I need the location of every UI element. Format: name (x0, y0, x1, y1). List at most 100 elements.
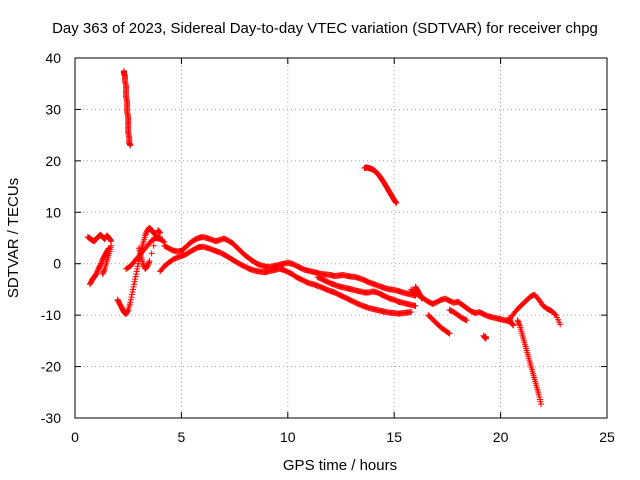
series-main-lower (157, 243, 415, 317)
data-point (393, 200, 400, 207)
x-tick-label: 10 (280, 429, 296, 445)
data-point (124, 308, 131, 315)
data-point (133, 268, 140, 275)
data-point (108, 242, 115, 249)
data-point (98, 260, 105, 267)
data-point (142, 231, 149, 238)
data-point (127, 299, 134, 306)
y-tick-label: 10 (45, 204, 61, 220)
data-point (131, 281, 138, 288)
y-tick-label: -20 (41, 359, 61, 375)
y-axis-label: SDTVAR / TECUs (5, 178, 22, 298)
grid-lines (75, 58, 607, 418)
data-point (408, 309, 415, 316)
data-point (392, 199, 399, 206)
data-point (145, 260, 152, 267)
series-early-left-a (84, 231, 115, 245)
series-dive (514, 317, 545, 408)
data-point (127, 296, 134, 303)
data-point (463, 317, 470, 324)
data-point (482, 333, 489, 340)
data-point (509, 321, 516, 328)
data-point (148, 250, 155, 257)
data-point (93, 269, 100, 276)
y-tick-label: 20 (45, 153, 61, 169)
series-branch-down (425, 312, 453, 337)
data-points (84, 67, 564, 408)
data-point (132, 276, 139, 283)
data-point (144, 263, 151, 270)
data-point (93, 271, 100, 277)
data-point (156, 229, 163, 236)
series-main-mid (314, 274, 419, 309)
data-point (129, 286, 136, 293)
x-tick-label: 20 (493, 429, 509, 445)
data-point (133, 271, 140, 277)
series-spike (120, 67, 134, 149)
data-point (128, 294, 135, 301)
series-early-left-c (99, 242, 115, 277)
data-point (101, 267, 108, 274)
data-point (157, 229, 164, 236)
data-point (538, 401, 545, 408)
data-point (445, 329, 452, 336)
data-point (150, 242, 157, 249)
series-late-cluster (408, 286, 513, 325)
axis-ticks: 0 5 10 15 20 25 -30 -20 -10 0 10 20 30 40 (41, 50, 615, 445)
data-point (557, 321, 564, 328)
data-point (97, 261, 104, 268)
data-point (128, 291, 135, 298)
data-point (146, 258, 153, 265)
data-point (99, 271, 106, 277)
series-arc-18-12 (361, 164, 400, 207)
data-point (142, 232, 149, 239)
series-main-upper (161, 233, 419, 299)
x-tick-label: 15 (386, 429, 402, 445)
data-point (143, 229, 150, 236)
y-tick-label: -30 (41, 410, 61, 426)
series-points-20-5 (506, 314, 517, 329)
y-tick-label: 40 (45, 50, 61, 66)
data-point (131, 278, 138, 285)
data-point (418, 295, 425, 302)
series-spur-16-7 (412, 283, 425, 302)
series-early-left-b (86, 245, 113, 288)
data-point (160, 238, 167, 245)
data-point (145, 259, 152, 266)
data-point (156, 228, 163, 235)
data-point (509, 321, 516, 328)
data-point (506, 314, 513, 321)
x-tick-label: 25 (599, 429, 615, 445)
data-point (98, 259, 105, 266)
chart-title: Day 363 of 2023, Sidereal Day-to-day VTE… (52, 20, 598, 37)
data-point (515, 319, 522, 326)
y-tick-label: -10 (41, 307, 61, 323)
data-point (507, 317, 514, 324)
data-point (129, 289, 136, 295)
x-tick-label: 0 (71, 429, 79, 445)
x-axis-label: GPS time / hours (283, 457, 397, 474)
data-point (551, 311, 558, 318)
series-point-19 (480, 332, 489, 342)
series-cluster-mid (446, 307, 470, 324)
data-point (130, 283, 137, 290)
data-point (107, 237, 114, 244)
data-point (514, 317, 521, 324)
data-point (446, 330, 453, 337)
data-point (140, 260, 147, 267)
data-point (152, 235, 159, 241)
plot-frame (74, 57, 608, 419)
data-point (144, 262, 151, 268)
data-point (132, 273, 139, 280)
series-early-right (135, 227, 164, 272)
data-point (94, 268, 101, 275)
data-point (510, 322, 517, 329)
data-point (134, 263, 141, 270)
data-point (506, 316, 513, 322)
data-point (100, 268, 107, 275)
y-tick-label: 30 (45, 101, 61, 117)
data-point (516, 321, 523, 328)
series-tail (506, 291, 564, 328)
y-tick-label: 0 (53, 256, 61, 272)
